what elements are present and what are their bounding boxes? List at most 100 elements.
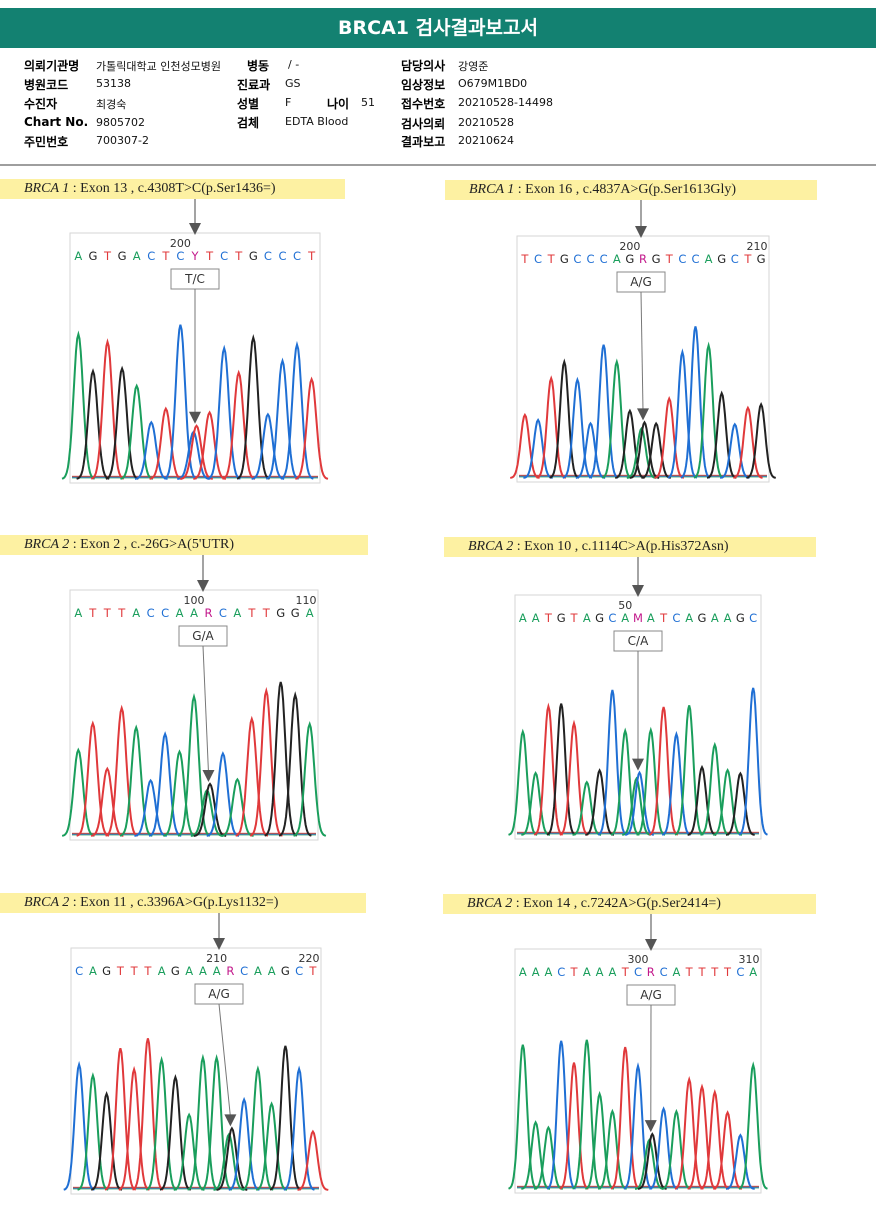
- base-peak: [120, 383, 154, 480]
- heterozygous-peak: [213, 1132, 245, 1191]
- base-peak: [90, 766, 124, 837]
- variant-detail: : Exon 16 , c.4837A>G(p.Ser1613Gly): [514, 182, 737, 197]
- sequence-base: G: [291, 606, 300, 620]
- base-peak: [236, 333, 270, 480]
- base-peak: [674, 705, 704, 836]
- base-peak: [667, 348, 698, 479]
- position-marker: 220: [299, 952, 320, 965]
- sequence-base: A: [254, 964, 262, 978]
- sequence-base: T: [161, 249, 170, 263]
- sequence-base: A: [544, 965, 552, 979]
- sequence-base: T: [723, 965, 732, 979]
- callout-pointer-head: [644, 1120, 657, 1133]
- base-peak: [719, 422, 750, 479]
- sequence-base: C: [736, 965, 744, 979]
- genotype-callout: A/G: [640, 988, 662, 1002]
- field-label: 검체: [237, 116, 260, 130]
- base-peak: [251, 412, 285, 480]
- base-peak: [193, 410, 227, 480]
- position-marker: 210: [206, 952, 227, 965]
- base-peak: [738, 687, 768, 836]
- sequence-base: A: [596, 965, 604, 979]
- base-peak: [297, 1129, 329, 1191]
- sequence-base: C: [678, 252, 686, 266]
- base-peak: [706, 390, 737, 479]
- variant-caption: BRCA 2 : Exon 10 , c.1114C>A(p.His372Asn…: [444, 537, 816, 557]
- base-peak: [597, 1108, 627, 1190]
- base-peak: [546, 703, 576, 836]
- variant-arrow-head: [213, 938, 225, 950]
- sequence-base: T: [685, 965, 694, 979]
- sequence-base: T: [547, 252, 556, 266]
- sequence-base: G: [171, 964, 180, 978]
- field-value: 강영준: [458, 60, 489, 73]
- variant-arrow-head: [189, 223, 201, 235]
- sequence-base: G: [102, 964, 111, 978]
- callout-pointer-head: [637, 408, 649, 421]
- position-marker: 50: [618, 599, 632, 612]
- base-peak: [280, 340, 314, 480]
- field-label: 진료과: [237, 78, 271, 92]
- field-label: 수진자: [24, 97, 58, 111]
- sequence-base: T: [88, 606, 97, 620]
- sequence-base: T: [544, 611, 553, 625]
- position-marker: 110: [296, 594, 317, 607]
- sequence-base: C: [691, 252, 699, 266]
- sequence-base: A: [213, 964, 221, 978]
- variant-arrow-head: [632, 585, 644, 597]
- base-peak: [654, 396, 685, 479]
- genotype-callout: C/A: [628, 634, 649, 648]
- base-peak: [521, 1120, 551, 1190]
- variant-arrow-head: [635, 226, 647, 238]
- sequence-base: C: [264, 249, 272, 263]
- base-peak: [235, 715, 269, 837]
- sequence-base: A: [711, 611, 719, 625]
- base-peak: [523, 418, 553, 479]
- field-label: 접수번호: [401, 97, 446, 111]
- field-label: 성별: [237, 97, 260, 111]
- sequence-base: T: [743, 252, 752, 266]
- base-peak: [661, 1108, 691, 1190]
- heterozygous-peak: [216, 1126, 248, 1191]
- sequence-base: A: [132, 606, 140, 620]
- sequence-base: C: [557, 965, 565, 979]
- sequence-base: A: [685, 611, 693, 625]
- sequence-base: A: [74, 249, 82, 263]
- sequence-base: A: [672, 965, 680, 979]
- base-peak: [575, 421, 606, 479]
- sequence-base: T: [117, 606, 126, 620]
- sequence-base: A: [176, 606, 184, 620]
- base-peak: [242, 1065, 274, 1191]
- base-peak: [725, 771, 755, 836]
- base-peak: [508, 1044, 538, 1190]
- position-marker: 300: [628, 953, 649, 966]
- base-peak: [738, 1061, 768, 1190]
- position-marker: 100: [184, 594, 205, 607]
- field-value: / -: [288, 58, 300, 71]
- callout-pointer-head: [224, 1114, 237, 1127]
- sequence-base: T: [697, 965, 706, 979]
- field-label: 임상정보: [401, 78, 446, 92]
- field-value: 20210528: [458, 116, 514, 129]
- gene-name: BRCA 1: [469, 182, 515, 197]
- sequence-base: R: [226, 964, 234, 978]
- callout-pointer-head: [189, 411, 201, 424]
- sequence-base: G: [88, 249, 97, 263]
- sequence-base: C: [147, 249, 155, 263]
- sequence-base: C: [534, 252, 542, 266]
- field-value: GS: [285, 77, 301, 90]
- gene-name: BRCA 2: [467, 896, 513, 911]
- sequence-base: M: [633, 611, 643, 625]
- base-peak: [105, 704, 139, 837]
- heterozygous-peak: [625, 770, 654, 836]
- field-value: 20210624: [458, 134, 514, 147]
- sequence-base: T: [103, 249, 112, 263]
- base-peak: [713, 768, 743, 836]
- field-label: 담당의사: [401, 59, 446, 73]
- base-peak: [90, 1090, 123, 1191]
- base-peak: [119, 724, 153, 837]
- base-peak: [746, 401, 776, 479]
